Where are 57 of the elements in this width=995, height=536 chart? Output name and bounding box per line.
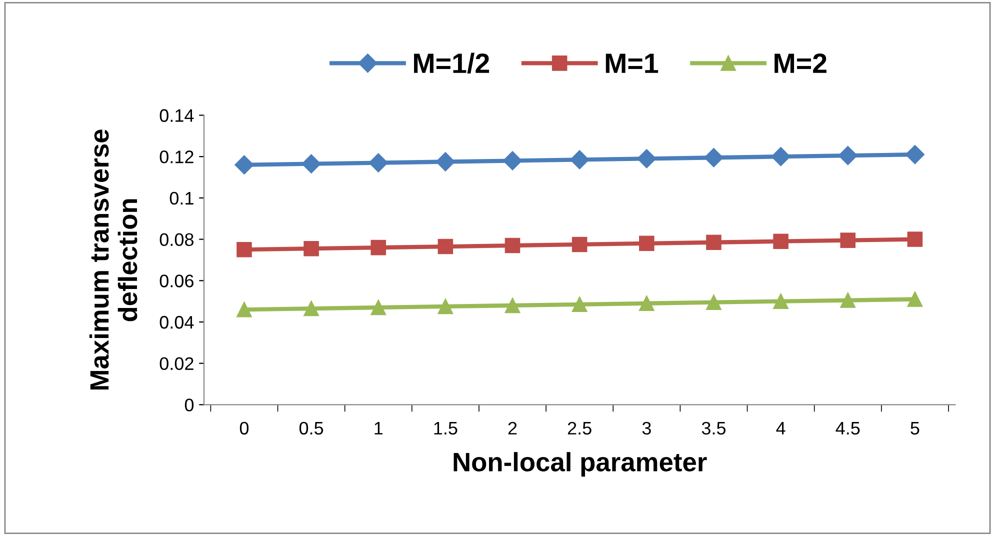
point xyxy=(304,240,319,256)
x-tick-label: 2.5 xyxy=(568,422,592,435)
x-tick-label: 4.5 xyxy=(836,422,860,435)
point xyxy=(236,242,252,258)
point xyxy=(840,292,856,308)
point xyxy=(502,151,522,170)
point xyxy=(236,302,252,318)
point xyxy=(639,296,654,312)
x-tick-label: 3 xyxy=(642,422,651,435)
point xyxy=(704,148,724,168)
legend-label: M=1/2 xyxy=(414,52,490,74)
point xyxy=(706,294,722,310)
point xyxy=(706,234,722,250)
point xyxy=(572,296,588,312)
y-tick-label: 0.08 xyxy=(160,233,194,246)
point xyxy=(838,146,858,166)
y-tick-label: 0 xyxy=(184,398,194,412)
point xyxy=(370,300,386,316)
point xyxy=(572,236,588,252)
x-tick-label: 3.5 xyxy=(702,422,726,435)
point xyxy=(907,292,923,307)
y-axis-title: Maximum transverse deflection xyxy=(89,130,138,390)
point xyxy=(637,149,656,168)
y-tick-label: 0.12 xyxy=(160,150,194,164)
x-tick-label: 1.5 xyxy=(434,422,458,435)
x-tick-label: 4 xyxy=(776,422,786,434)
x-tick-label: 5 xyxy=(910,422,920,435)
point xyxy=(304,300,319,316)
x-axis-title: Non-local parameter xyxy=(454,452,707,477)
point xyxy=(905,144,924,164)
legend-label: M=1 xyxy=(606,54,658,73)
x-tick-label: 0.5 xyxy=(299,422,324,435)
point xyxy=(436,152,455,172)
x-tick-label: 0 xyxy=(240,422,249,435)
point xyxy=(570,150,590,170)
point xyxy=(438,238,454,254)
point xyxy=(504,298,520,314)
x-tick-label: 1 xyxy=(374,422,383,434)
y-tick-label: 0.04 xyxy=(160,316,194,329)
point xyxy=(370,240,386,256)
point xyxy=(639,236,654,252)
point xyxy=(907,232,923,247)
point xyxy=(504,238,520,254)
point xyxy=(368,153,388,172)
point xyxy=(773,234,788,249)
x-tick-label: 2 xyxy=(508,422,517,434)
legend-label: M=2 xyxy=(774,54,826,73)
point xyxy=(234,155,254,174)
point xyxy=(773,294,788,309)
y-tick-label: 0.02 xyxy=(160,357,194,370)
y-tick-label: 0.06 xyxy=(160,274,194,288)
point xyxy=(840,232,856,248)
y-tick-label: 0.1 xyxy=(170,192,194,205)
y-tick-label: 0.14 xyxy=(160,109,194,122)
point xyxy=(438,298,454,314)
point xyxy=(771,147,790,166)
point xyxy=(302,154,321,174)
